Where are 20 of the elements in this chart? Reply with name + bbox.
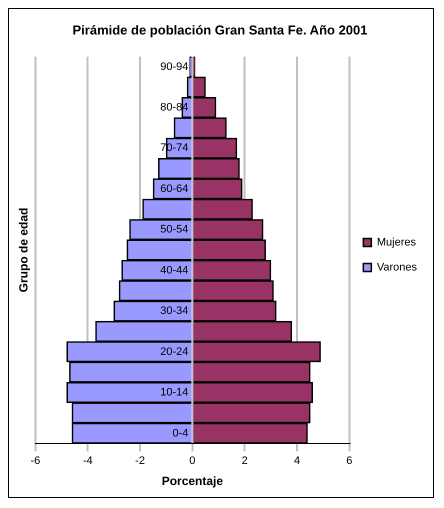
y-tick-label: 0-4 (172, 427, 188, 440)
x-tick-label: 2 (242, 455, 248, 468)
x-tick-label: 0 (189, 455, 196, 468)
y-tick-label: 30-34 (160, 305, 188, 318)
x-tick-label: -4 (82, 455, 93, 468)
y-axis-title: Grupo de edad (16, 208, 31, 292)
y-tick-label: 20-24 (160, 346, 188, 358)
chart-title: Pirámide de población Gran Santa Fe. Año 2001 (72, 22, 368, 38)
x-tick-label: 4 (294, 455, 300, 468)
y-tick-label: 50-54 (160, 224, 188, 236)
y-tick-label: 10-14 (160, 386, 188, 399)
x-tick-label: 6 (346, 455, 352, 468)
legend-label: Mujeres (376, 236, 416, 249)
x-tick-label: -6 (30, 455, 40, 468)
y-tick-label: 90-94 (160, 60, 188, 73)
legend-label: Varones (376, 262, 418, 274)
x-tick-label: -2 (135, 455, 145, 468)
y-tick-label: 40-44 (160, 264, 188, 276)
y-tick-label: 60-64 (160, 182, 188, 195)
x-axis-title: Porcentaje (162, 474, 224, 488)
